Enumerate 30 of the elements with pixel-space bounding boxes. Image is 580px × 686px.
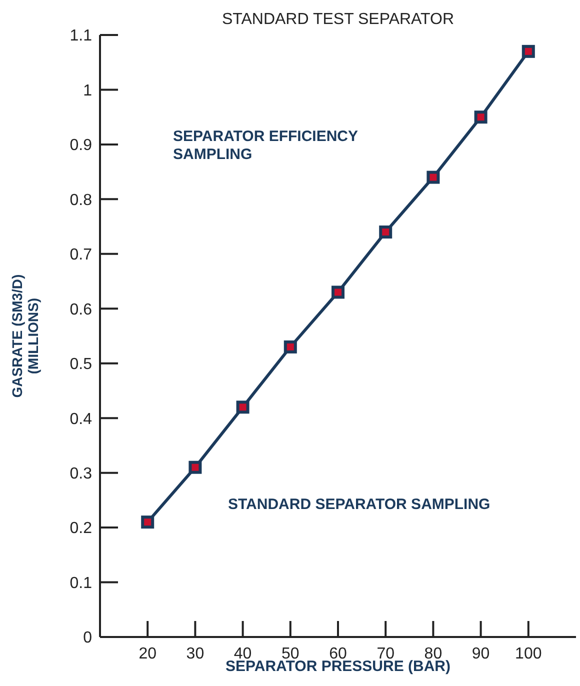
x-tick-label: 100 [515,645,542,662]
x-tick-label: 20 [138,645,157,662]
annotation: SEPARATOR EFFICIENCY SAMPLING [173,128,359,164]
y-tick-label: 1.1 [70,28,92,45]
y-axis-title: GASRATE (SM3/D) (MILLIONS) [9,274,41,398]
point [188,460,202,474]
y-tick-label: 0.2 [70,520,92,538]
x-tick-label: 90 [472,645,490,662]
x-tick-label: 30 [186,645,204,662]
chart-title: STANDARD TEST SEPARATOR [220,11,456,29]
y-tick-label: 0.7 [70,246,92,264]
point [474,110,488,124]
y-tick-label: 0.3 [70,466,92,482]
y-tick-label: 0.5 [70,356,92,374]
point [379,226,392,239]
y-tick-label: 1 [83,82,92,100]
y-tick-label: 0.1 [70,574,92,592]
y-tick-label: 0.8 [70,192,92,209]
point [284,340,297,354]
y-tick-label: 0.4 [70,410,92,428]
point [236,400,250,414]
y-tick-label: 0 [83,630,92,647]
y-tick-label: 0.9 [70,137,92,154]
y-tick-label: 0.6 [70,301,92,318]
annotation: STANDARD SEPARATOR SAMPLING [228,496,492,514]
point [522,44,535,58]
point [426,170,440,184]
x-axis-title: SEPARATOR PRESSURE (BAR) [225,658,451,675]
point [141,516,154,529]
point [332,286,344,299]
